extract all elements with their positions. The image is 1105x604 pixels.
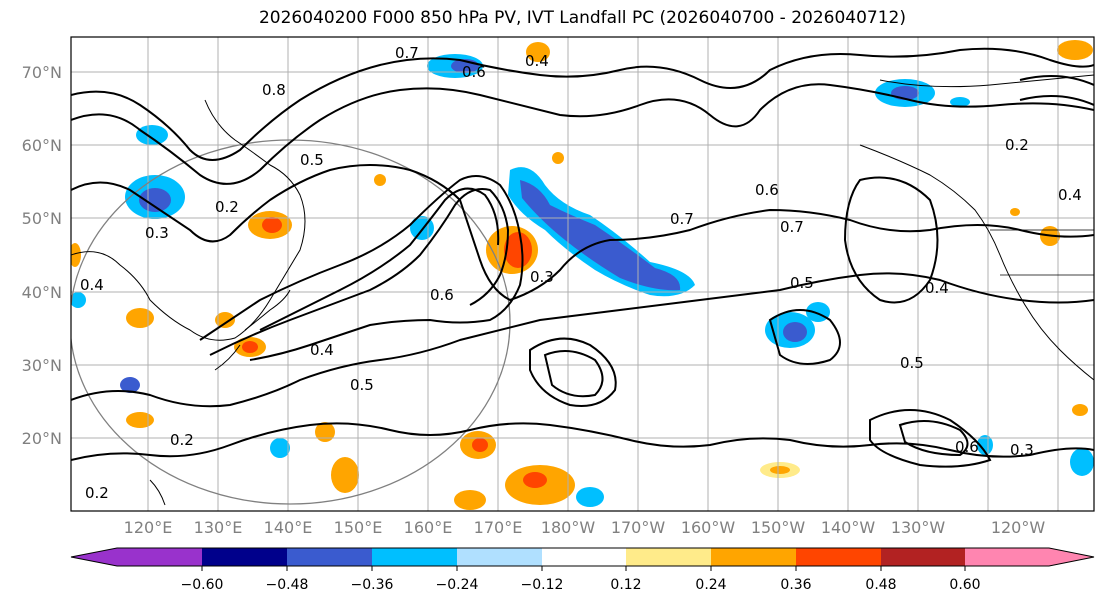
lon-label: 180°W [541, 518, 596, 537]
contour-label: 0.3 [1010, 441, 1034, 459]
lat-label: 30°N [22, 356, 62, 375]
lon-label: 120°E [124, 518, 173, 537]
colorbar-segment [457, 548, 542, 566]
map-frame [70, 36, 1095, 512]
colorbar-tick: −0.12 [521, 577, 564, 593]
colorbar-segment [711, 548, 796, 566]
colorbar-tick: 0.24 [695, 577, 726, 593]
colorbar-tick: 0.60 [949, 577, 980, 593]
colorbar-segment [965, 548, 1049, 566]
colorbar-tick: −0.24 [436, 577, 479, 593]
contour-label: 0.6 [955, 438, 979, 456]
contour-label: 0.5 [900, 354, 924, 372]
contour-label: 0.6 [462, 63, 486, 81]
colorbar-tick: 0.36 [780, 577, 811, 593]
colorbar-segment [117, 548, 202, 566]
coastlines [71, 74, 1094, 506]
contour-label: 0.7 [780, 218, 804, 236]
colorbar-tick: 0.12 [610, 577, 641, 593]
colorbar-extend-low [71, 548, 117, 566]
lon-label: 130°W [891, 518, 946, 537]
contour-label: 0.2 [215, 198, 239, 216]
contour-label: 0.5 [300, 151, 324, 169]
colorbar-extend-high [1049, 548, 1094, 566]
contour-label: 0.6 [430, 286, 454, 304]
lon-label: 160°W [681, 518, 736, 537]
lat-label: 20°N [22, 429, 62, 448]
contour-label: 0.3 [530, 268, 554, 286]
colorbar-segment [796, 548, 881, 566]
colorbar-tick: −0.60 [181, 577, 224, 593]
contour-label: 0.6 [755, 181, 779, 199]
map-area [71, 37, 1094, 511]
contour-label: 0.2 [85, 484, 109, 502]
lon-label: 140°E [264, 518, 313, 537]
lat-label: 50°N [22, 209, 62, 228]
contour-label: 0.5 [790, 274, 814, 292]
lon-label: 160°E [404, 518, 453, 537]
contour-label: 0.2 [170, 431, 194, 449]
lat-label: 70°N [22, 63, 62, 82]
contour-label: 0.7 [395, 44, 419, 62]
colorbar-tick: −0.36 [351, 577, 394, 593]
colorbar-segment [202, 548, 287, 566]
colorbar-segment [626, 548, 711, 566]
lon-label: 170°E [474, 518, 523, 537]
colorbar-segment [881, 548, 965, 566]
contour-label: 0.4 [525, 52, 549, 70]
colorbar-segment [287, 548, 372, 566]
colorbar-segment [372, 548, 457, 566]
map-title: 2026040200 F000 850 hPa PV, IVT Landfall… [258, 8, 906, 28]
lat-label: 40°N [22, 283, 62, 302]
contour-label: 0.4 [310, 341, 334, 359]
range-circle [71, 139, 511, 505]
colorbar-tick: 0.48 [865, 577, 896, 593]
colorbar-segment [542, 548, 626, 566]
colorbar-tick: −0.48 [266, 577, 309, 593]
contour-label: 0.5 [350, 376, 374, 394]
contour-label: 0.3 [145, 224, 169, 242]
colorbar: −0.60 −0.48 −0.36 −0.24 −0.12 0.12 0.24 … [70, 547, 1095, 593]
lon-label: 140°W [821, 518, 876, 537]
lon-label: 170°W [611, 518, 666, 537]
latitude-axis: 70°N 60°N 50°N 40°N 30°N 20°N [22, 63, 62, 448]
lon-label: 150°W [751, 518, 806, 537]
contour-label: 0.8 [262, 81, 286, 99]
longitude-axis: 120°E 130°E 140°E 150°E 160°E 170°E 180°… [124, 518, 1046, 537]
contour-label: 0.7 [670, 210, 694, 228]
contour-label: 0.2 [1005, 136, 1029, 154]
lon-label: 130°E [194, 518, 243, 537]
contour-labels: 0.7 0.4 0.6 0.8 0.5 0.2 0.3 0.4 0.6 0.5 … [80, 44, 1082, 502]
contour-label: 0.4 [925, 279, 949, 297]
lon-label: 120°W [991, 518, 1046, 537]
contour-label: 0.4 [80, 276, 104, 294]
contour-label: 0.4 [1058, 186, 1082, 204]
lon-label: 150°E [334, 518, 383, 537]
lat-label: 60°N [22, 136, 62, 155]
map-content: 0.7 0.4 0.6 0.8 0.5 0.2 0.3 0.4 0.6 0.5 … [71, 37, 1094, 511]
pv-contours [71, 47, 1094, 468]
